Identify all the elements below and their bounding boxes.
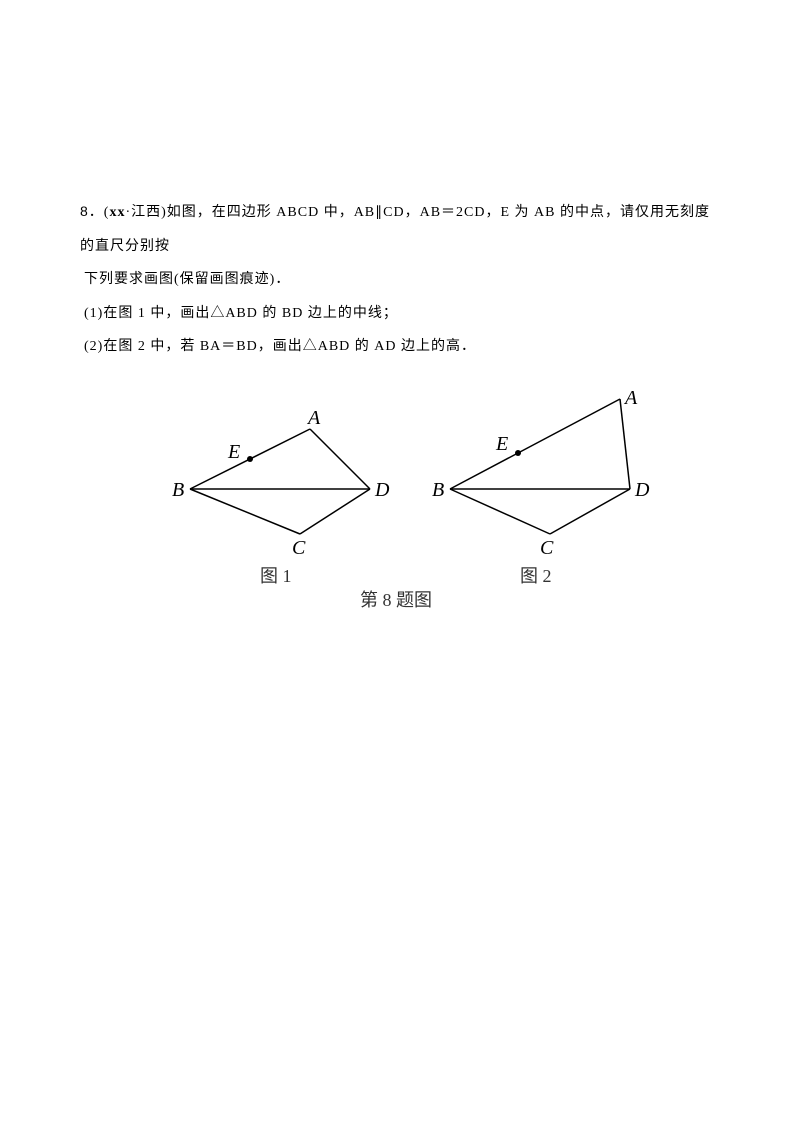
question-part-1: (1)在图 1 中，画出△ABD 的 BD 边上的中线； <box>80 297 720 331</box>
fig1-label-D: D <box>374 479 390 501</box>
figures-caption: 第 8 题图 <box>360 590 432 610</box>
fig2-edge-BC <box>450 489 550 534</box>
fig1-label-C: C <box>292 537 306 559</box>
fig1-caption: 图 1 <box>260 566 292 586</box>
fig2-caption: 图 2 <box>520 566 552 586</box>
fig2-edge-AB <box>450 399 620 489</box>
fig2-edge-CD <box>550 489 630 534</box>
fig2-label-B: B <box>432 479 444 501</box>
figures-svg: A B C D E 图 1 A B C D E 图 2 <box>140 384 660 614</box>
question-line-2: 下列要求画图(保留画图痕迹)． <box>80 263 720 297</box>
fig1-edge-BC <box>190 489 300 534</box>
fig1-label-B: B <box>172 479 184 501</box>
src-bold: xx <box>109 205 125 220</box>
fig2-point-E-dot <box>515 450 521 456</box>
question-part-2: (2)在图 2 中，若 BA＝BD，画出△ABD 的 AD 边上的高． <box>80 330 720 364</box>
fig1-point-E-dot <box>247 456 253 462</box>
fig1-edge-CD <box>300 489 370 534</box>
fig2-label-E: E <box>495 433 508 455</box>
fig1-edge-DA <box>310 429 370 489</box>
question-number: 8． <box>80 203 104 219</box>
page-content: 8．(xx·江西)如图，在四边形 ABCD 中，AB∥CD，AB＝2CD，E 为… <box>0 0 800 619</box>
fig1-label-E: E <box>227 441 240 463</box>
fig2-label-D: D <box>634 479 650 501</box>
src-rest: ·江西)如图，在四边形 ABCD 中，AB∥CD，AB＝2CD，E 为 AB 的… <box>80 205 710 254</box>
figure-area: A B C D E 图 1 A B C D E 图 2 <box>80 384 720 619</box>
question-line-1: 8．(xx·江西)如图，在四边形 ABCD 中，AB∥CD，AB＝2CD，E 为… <box>80 195 720 263</box>
fig2-label-A: A <box>623 387 638 409</box>
fig2-label-C: C <box>540 537 554 559</box>
figure-2: A B C D E 图 2 <box>432 387 650 586</box>
figure-1: A B C D E 图 1 <box>172 407 390 586</box>
fig2-edge-DA <box>620 399 630 489</box>
fig1-label-A: A <box>306 407 321 429</box>
